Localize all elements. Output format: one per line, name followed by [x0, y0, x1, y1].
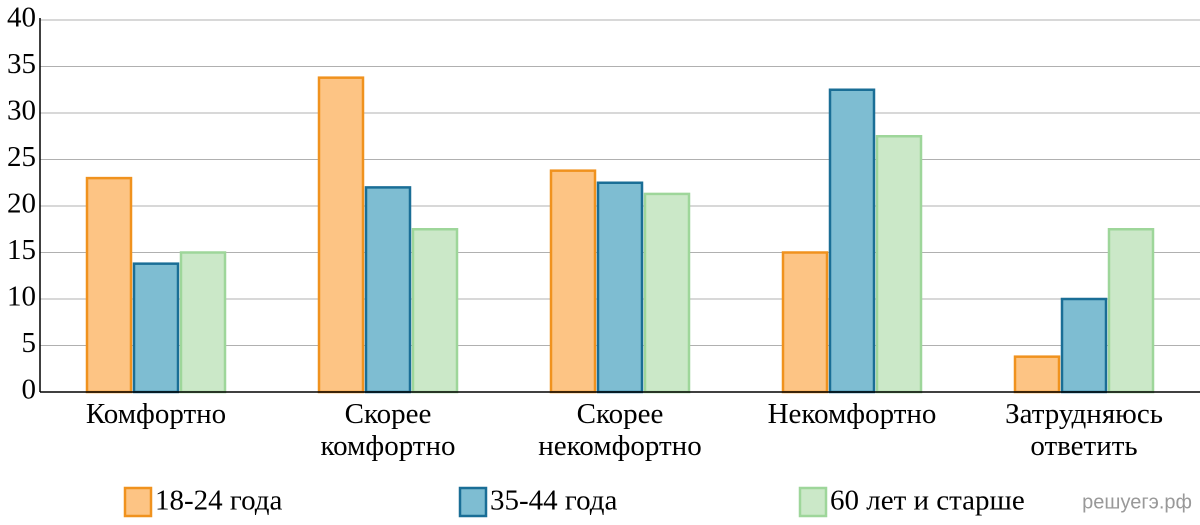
- bar: [596, 181, 644, 394]
- bar: [132, 262, 180, 394]
- y-tick-label: 40: [7, 2, 36, 34]
- bar: [875, 135, 923, 394]
- legend-label: 35-44 года: [490, 485, 617, 517]
- bar: [179, 251, 227, 394]
- legend-swatch: [123, 486, 153, 518]
- x-tick-label: Некомфортно: [767, 398, 937, 430]
- y-tick-label: 5: [22, 327, 37, 359]
- x-tick-label: Затрудняюсь ответить: [1005, 398, 1163, 462]
- bar: [1060, 297, 1108, 394]
- bar: [364, 186, 412, 394]
- legend-label: 60 лет и старше: [830, 485, 1025, 517]
- watermark: решуегэ.рф: [1082, 491, 1192, 513]
- y-tick-label: 25: [7, 141, 36, 173]
- bar: [643, 192, 691, 394]
- bar: [85, 176, 133, 394]
- y-tick-label: 0: [22, 374, 37, 406]
- bar: [411, 228, 459, 394]
- bar: [1107, 228, 1155, 394]
- y-tick-label: 30: [7, 95, 36, 127]
- y-tick-label: 20: [7, 188, 36, 220]
- y-tick-label: 10: [7, 281, 36, 313]
- bar: [317, 76, 365, 394]
- bar: [1013, 355, 1061, 394]
- x-tick-label: Скорее некомфортно: [538, 398, 702, 462]
- x-tick-label: Скорее комфортно: [320, 398, 456, 462]
- legend-swatch: [458, 486, 488, 518]
- bar: [828, 88, 876, 394]
- x-tick-label: Комфортно: [85, 398, 227, 430]
- bar: [781, 251, 829, 394]
- legend-swatch: [798, 486, 828, 518]
- legend-label: 18-24 года: [155, 485, 282, 517]
- y-tick-label: 15: [7, 234, 36, 266]
- bar: [549, 169, 597, 394]
- y-tick-label: 35: [7, 48, 36, 80]
